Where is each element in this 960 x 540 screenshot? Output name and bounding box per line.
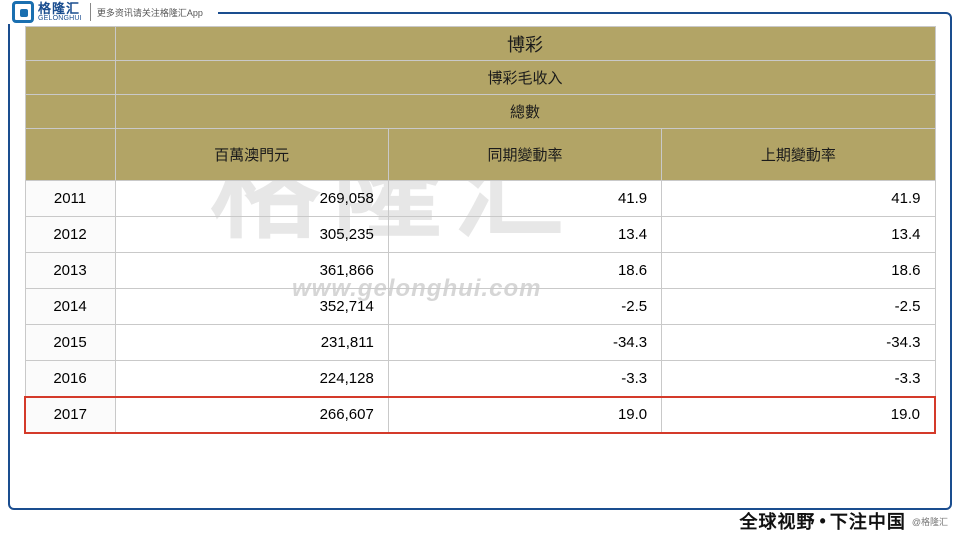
cell-value: 305,235: [115, 217, 388, 253]
cell-year: 2012: [25, 217, 115, 253]
header-col1: 百萬澳門元: [115, 129, 388, 181]
header-col-year: [25, 129, 115, 181]
cell-value: 224,128: [115, 361, 388, 397]
cell-year: 2011: [25, 181, 115, 217]
brand-logo: 格隆汇 GELONGHUI 更多资讯请关注格隆汇App: [8, 0, 218, 24]
cell-year: 2015: [25, 325, 115, 361]
cell-value: 41.9: [662, 181, 935, 217]
cell-value: -34.3: [388, 325, 661, 361]
data-table: 博彩 博彩毛收入 總數 百萬澳門元 同期變動率 上期變動率 2011269,05…: [24, 26, 936, 434]
logo-divider: [90, 3, 91, 21]
table-row: 2017266,60719.019.0: [25, 397, 935, 433]
table-row: 2014352,714-2.5-2.5: [25, 289, 935, 325]
cell-value: -3.3: [662, 361, 935, 397]
footer: 全球视野 • 下注中国 @格隆汇: [740, 508, 948, 534]
cell-value: 13.4: [388, 217, 661, 253]
header-blank-3: [25, 95, 115, 129]
cell-value: 231,811: [115, 325, 388, 361]
footer-sub: @格隆汇: [912, 515, 948, 528]
logo-mark: 格隆汇 GELONGHUI: [12, 1, 82, 23]
header-col3: 上期變動率: [662, 129, 935, 181]
cell-value: 18.6: [662, 253, 935, 289]
cell-year: 2017: [25, 397, 115, 433]
cell-year: 2013: [25, 253, 115, 289]
header-col2: 同期變動率: [388, 129, 661, 181]
cell-value: 361,866: [115, 253, 388, 289]
logo-text: 格隆汇 GELONGHUI: [38, 2, 82, 22]
footer-right: 下注中国: [830, 508, 906, 534]
logo-sub: 更多资讯请关注格隆汇App: [97, 6, 203, 19]
cell-value: 41.9: [388, 181, 661, 217]
cell-value: 269,058: [115, 181, 388, 217]
header-blank-1: [25, 27, 115, 61]
cell-value: 19.0: [662, 397, 935, 433]
cell-year: 2016: [25, 361, 115, 397]
cell-value: 352,714: [115, 289, 388, 325]
cell-value: -3.3: [388, 361, 661, 397]
footer-dot: •: [820, 511, 826, 532]
cell-value: 19.0: [388, 397, 661, 433]
table-body: 2011269,05841.941.92012305,23513.413.420…: [25, 181, 935, 433]
logo-en: GELONGHUI: [38, 15, 82, 22]
table-row: 2015231,811-34.3-34.3: [25, 325, 935, 361]
table-row: 2016224,128-3.3-3.3: [25, 361, 935, 397]
header-top1: 博彩: [115, 27, 935, 61]
cell-value: -2.5: [662, 289, 935, 325]
data-table-wrap: 博彩 博彩毛收入 總數 百萬澳門元 同期變動率 上期變動率 2011269,05…: [24, 26, 936, 434]
cell-value: -2.5: [388, 289, 661, 325]
header-blank-2: [25, 61, 115, 95]
cell-value: -34.3: [662, 325, 935, 361]
table-row: 2011269,05841.941.9: [25, 181, 935, 217]
cell-value: 13.4: [662, 217, 935, 253]
header-top3: 總數: [115, 95, 935, 129]
logo-cn: 格隆汇: [38, 2, 82, 15]
table-row: 2012305,23513.413.4: [25, 217, 935, 253]
logo-g-icon: [12, 1, 34, 23]
header-top2: 博彩毛收入: [115, 61, 935, 95]
page-root: 格隆汇 GELONGHUI 更多资讯请关注格隆汇App 格隆汇 www.gelo…: [0, 0, 960, 540]
cell-value: 18.6: [388, 253, 661, 289]
footer-left: 全球视野: [740, 508, 816, 534]
table-row: 2013361,86618.618.6: [25, 253, 935, 289]
cell-value: 266,607: [115, 397, 388, 433]
cell-year: 2014: [25, 289, 115, 325]
